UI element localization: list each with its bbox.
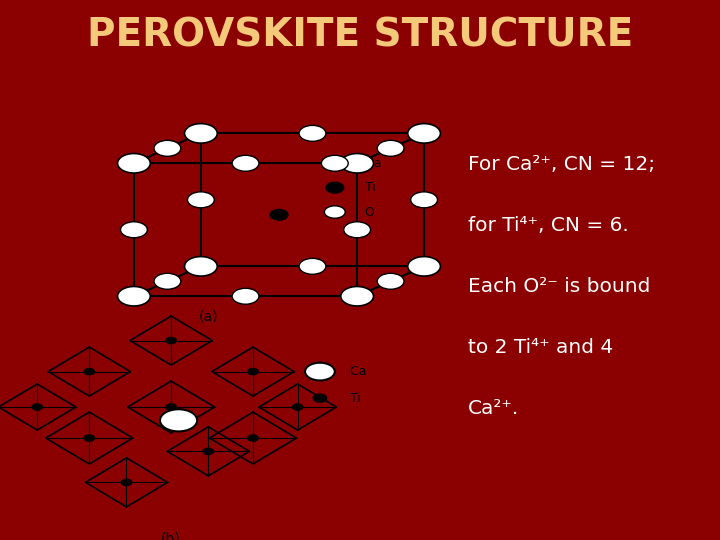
Circle shape <box>343 222 371 238</box>
Circle shape <box>341 287 374 306</box>
Circle shape <box>408 256 441 276</box>
Circle shape <box>203 448 214 455</box>
Circle shape <box>341 153 374 173</box>
Circle shape <box>232 288 259 304</box>
Circle shape <box>248 435 258 441</box>
Text: Ti: Ti <box>342 392 361 404</box>
Text: PEROVSKITE STRUCTURE: PEROVSKITE STRUCTURE <box>87 16 633 54</box>
Circle shape <box>166 404 176 410</box>
Circle shape <box>326 183 343 193</box>
Circle shape <box>248 368 258 375</box>
Circle shape <box>232 156 259 171</box>
Circle shape <box>84 435 94 441</box>
Text: to 2 Ti⁴⁺ and 4: to 2 Ti⁴⁺ and 4 <box>468 338 613 357</box>
Circle shape <box>120 222 148 238</box>
Circle shape <box>305 363 335 381</box>
Text: For Ca²⁺, CN = 12;: For Ca²⁺, CN = 12; <box>468 155 655 174</box>
Text: (a): (a) <box>199 309 218 323</box>
Circle shape <box>117 287 150 306</box>
Text: O: O <box>357 206 375 219</box>
Circle shape <box>377 273 404 289</box>
Text: Ti: Ti <box>357 181 376 194</box>
Circle shape <box>299 125 326 141</box>
Circle shape <box>270 210 288 220</box>
Circle shape <box>166 338 176 343</box>
Text: for Ti⁴⁺, CN = 6.: for Ti⁴⁺, CN = 6. <box>468 216 629 235</box>
Circle shape <box>377 140 404 156</box>
Text: Ca²⁺.: Ca²⁺. <box>468 399 520 418</box>
Text: Each O²⁻ is bound: Each O²⁻ is bound <box>468 277 651 296</box>
Circle shape <box>325 206 345 218</box>
Circle shape <box>32 404 42 410</box>
Circle shape <box>154 140 181 156</box>
Circle shape <box>154 273 181 289</box>
Circle shape <box>408 124 441 143</box>
Circle shape <box>292 404 303 410</box>
Circle shape <box>84 368 94 375</box>
Circle shape <box>121 480 132 485</box>
Text: Ca: Ca <box>342 365 366 378</box>
Circle shape <box>117 153 150 173</box>
Circle shape <box>321 156 348 171</box>
Circle shape <box>299 258 326 274</box>
Text: Ca: Ca <box>357 157 382 170</box>
Circle shape <box>410 192 438 208</box>
Text: (b): (b) <box>161 531 181 540</box>
Circle shape <box>313 394 327 402</box>
Circle shape <box>187 192 215 208</box>
Circle shape <box>184 124 217 143</box>
Circle shape <box>184 256 217 276</box>
Circle shape <box>160 409 197 431</box>
